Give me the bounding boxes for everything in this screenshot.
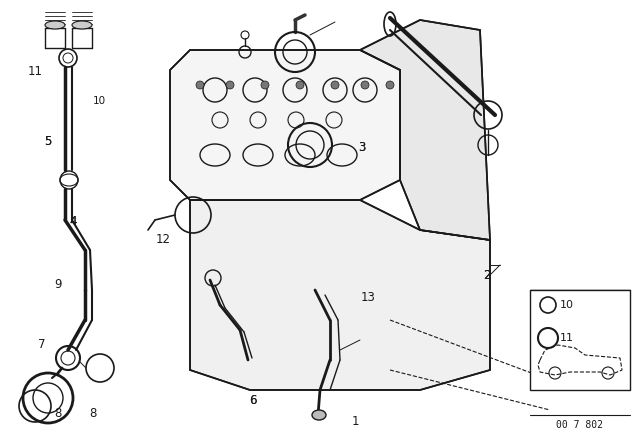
Text: 11: 11: [560, 333, 574, 343]
Text: 8: 8: [89, 407, 97, 421]
Circle shape: [261, 81, 269, 89]
Circle shape: [386, 81, 394, 89]
Text: 5: 5: [44, 134, 52, 148]
Text: 00 7 802: 00 7 802: [557, 420, 604, 430]
Ellipse shape: [72, 21, 92, 29]
Text: 2: 2: [483, 269, 490, 282]
Ellipse shape: [312, 410, 326, 420]
Circle shape: [226, 81, 234, 89]
Text: 6: 6: [249, 394, 257, 408]
Polygon shape: [360, 20, 490, 240]
Text: 4: 4: [70, 215, 77, 228]
Circle shape: [296, 81, 304, 89]
Text: 10: 10: [93, 96, 106, 106]
Circle shape: [331, 81, 339, 89]
Circle shape: [361, 81, 369, 89]
Text: 10: 10: [560, 300, 574, 310]
Text: 5: 5: [44, 134, 52, 148]
Text: 1: 1: [351, 414, 359, 428]
Polygon shape: [170, 50, 400, 200]
Text: 13: 13: [360, 291, 376, 305]
Text: 12: 12: [156, 233, 171, 246]
Text: 9: 9: [54, 278, 61, 291]
Circle shape: [196, 81, 204, 89]
Text: 6: 6: [249, 394, 257, 408]
Text: 3: 3: [358, 141, 365, 155]
Text: 7: 7: [38, 338, 45, 352]
Text: 4: 4: [70, 215, 77, 228]
Text: 3: 3: [358, 141, 365, 155]
Ellipse shape: [45, 21, 65, 29]
Polygon shape: [530, 290, 630, 390]
Text: 11: 11: [28, 65, 43, 78]
Text: 2: 2: [483, 269, 490, 282]
Polygon shape: [190, 200, 490, 390]
Text: 8: 8: [54, 407, 61, 421]
